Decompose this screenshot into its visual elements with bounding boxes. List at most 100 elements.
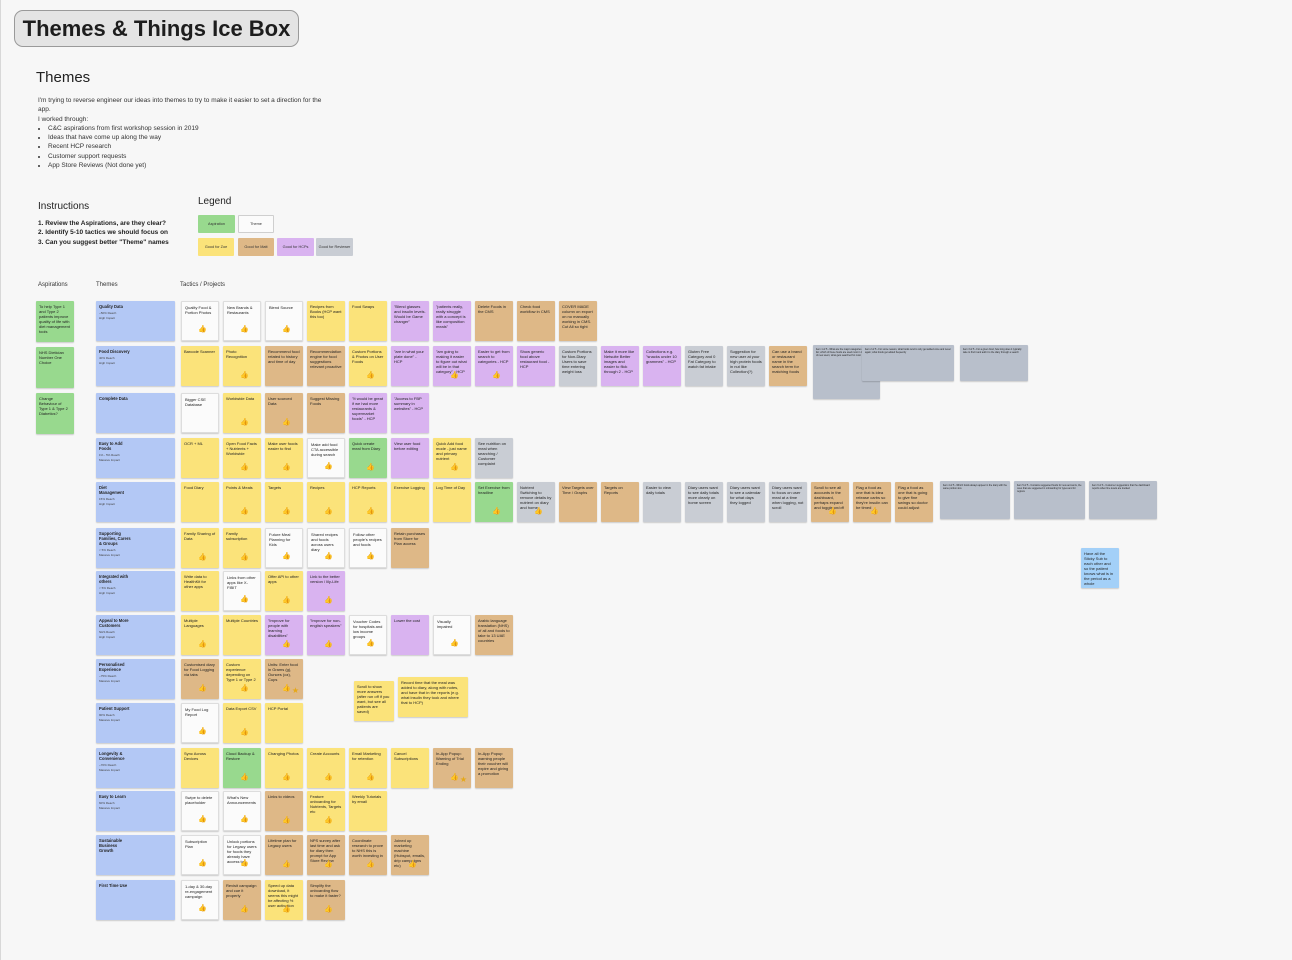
tactic-sticky[interactable]: Targets 👍	[265, 482, 303, 522]
theme-sticky[interactable]: Easy to Learn 60% Reach Massive Impact	[96, 791, 175, 831]
tactic-sticky[interactable]: Targets on Reports	[601, 482, 639, 522]
tactic-sticky[interactable]: Data Export CSV 👍	[223, 703, 261, 743]
aspiration-sticky[interactable]: Change Behaviour of Type 1 & Type 2 Diab…	[36, 393, 74, 434]
tactic-sticky[interactable]: "Access to FBP summary in websites" - HC…	[391, 393, 429, 433]
tactic-sticky[interactable]: Family subscription 👍	[223, 528, 261, 568]
theme-sticky[interactable]: First Time Use	[96, 880, 175, 920]
tactic-sticky[interactable]: What's New Announcements 👍	[223, 791, 261, 831]
tactic-sticky[interactable]: Make add food CTA accessible during sear…	[307, 438, 345, 478]
long-note-sticky[interactable]: Item 5 of 5 - Contains suggested foods f…	[1014, 481, 1085, 519]
theme-sticky[interactable]: Integrated with others < 5% Reach High Im…	[96, 571, 175, 611]
tactic-sticky[interactable]: Photo Recognition 👍	[223, 346, 261, 386]
theme-sticky[interactable]: Quality Data ~50% Reach High Impact	[96, 301, 175, 341]
tactic-sticky[interactable]: Customised diary for Food Logging via ta…	[181, 659, 219, 699]
aspiration-sticky[interactable]: NHS Dietician Number One Choice	[36, 347, 74, 388]
tactic-sticky[interactable]: "are in what your plate done" - HCP	[391, 346, 429, 386]
tactic-sticky[interactable]: Worldwide Data 👍	[223, 393, 261, 433]
tactic-sticky[interactable]: Feature onboarding for Nutrients, Target…	[307, 791, 345, 831]
tactic-sticky[interactable]: Points & Meals 👍	[223, 482, 261, 522]
tactic-sticky[interactable]: Show generic food above restaurant food …	[517, 346, 555, 386]
tactic-sticky[interactable]: Link to the better version / lily-Life 👍	[307, 571, 345, 611]
tactic-sticky[interactable]: My Food Log Report 👍	[181, 703, 219, 743]
tactic-sticky[interactable]: Recipes 👍	[307, 482, 345, 522]
tactic-sticky[interactable]: See nutrition on meal when searching / C…	[475, 438, 513, 478]
tactic-sticky[interactable]: Lower the cost	[391, 615, 429, 655]
tactic-sticky[interactable]: Flag a food as one that is idea release …	[853, 482, 891, 522]
tactic-sticky[interactable]: "Improve for non-english speakers" 👍	[307, 615, 345, 655]
tactic-sticky[interactable]: Retain purchases from Store for Plan acc…	[391, 528, 429, 568]
tactic-sticky[interactable]: Bigger CSE Database	[181, 393, 219, 433]
tactic-sticky[interactable]: Links to videos 👍	[265, 791, 303, 831]
tactic-sticky[interactable]: Units: Enter food in Grams (g), Ounces (…	[265, 659, 303, 699]
tactic-sticky[interactable]: Diary users want to focus on user meal a…	[769, 482, 807, 522]
tactic-sticky[interactable]: Gluten Free Category and 0 Fat Category …	[685, 346, 723, 386]
tactic-sticky[interactable]: "patients really, really struggle with a…	[433, 301, 471, 341]
tactic-sticky[interactable]: Shared recipes and foods across users di…	[307, 528, 345, 568]
theme-sticky[interactable]: Complete Data	[96, 393, 175, 433]
tactic-sticky[interactable]: Cloud Backup & Restore 👍	[223, 748, 261, 788]
tactic-sticky[interactable]: Blend Source 👍	[265, 301, 303, 341]
tactic-sticky[interactable]: Custom Portions for Non-Diary Users to s…	[559, 346, 597, 386]
tactic-sticky[interactable]: In-App Popup warning people their vouche…	[475, 748, 513, 788]
tactic-sticky[interactable]: Food Diary	[181, 482, 219, 522]
tactic-sticky[interactable]: Joined up marketing machine (Hubspot, em…	[391, 835, 429, 875]
tactic-sticky[interactable]: Diary users want to see daily totals mor…	[685, 482, 723, 522]
long-note-sticky[interactable]: Item 6 of 6 - Customer suggestions that …	[1089, 481, 1157, 519]
long-note-sticky[interactable]: Item 4 of 5 - Which foods always appear …	[940, 481, 1010, 519]
tactic-sticky[interactable]: Visually impaired 👍	[433, 615, 471, 655]
blue-note-sticky[interactable]: Have all the Sticky Sub to each other an…	[1081, 548, 1119, 588]
tactic-sticky[interactable]: 1-day & 30-day re-engagement campaign 👍	[181, 880, 219, 920]
tactic-sticky[interactable]: Quick Add food mode - just name and prim…	[433, 438, 471, 478]
tactic-sticky[interactable]: View user food before editing	[391, 438, 429, 478]
tactic-sticky[interactable]: Create Accounts 👍	[307, 748, 345, 788]
tactic-sticky[interactable]: Links from other apps like X-FIBIT 👍	[223, 571, 261, 611]
tactic-sticky[interactable]: Simplify the onboarding flow to make it …	[307, 880, 345, 920]
tactic-sticky[interactable]: Future Meal Planning for Kids 👍	[265, 528, 303, 568]
note-sticky[interactable]: Scroll to show more answers (after run o…	[354, 681, 394, 721]
tactic-sticky[interactable]: Make it more like Netsuite Better images…	[601, 346, 639, 386]
theme-sticky[interactable]: Supporting Families, Carers & Groups < 5%…	[96, 528, 175, 568]
tactic-sticky[interactable]: Diary users want to see a calendar for w…	[727, 482, 765, 522]
tactic-sticky[interactable]: Scroll to see all accounts in the dashbo…	[811, 482, 849, 522]
tactic-sticky[interactable]: Swipe to delete placeholder 👍	[181, 791, 219, 831]
tactic-sticky[interactable]: Collections e.g. "snacks under 10 gramme…	[643, 346, 681, 386]
tactic-sticky[interactable]: Sync Across Devices	[181, 748, 219, 788]
tactic-sticky[interactable]: Unlock portions for Legacy users for foo…	[223, 835, 261, 875]
tactic-sticky[interactable]: Multiple Languages 👍	[181, 615, 219, 655]
tactic-sticky[interactable]: Check food workflow in CMS	[517, 301, 555, 341]
tactic-sticky[interactable]: Log Time of Day	[433, 482, 471, 522]
theme-sticky[interactable]: Patient Support 90% Reach Massive Impact	[96, 703, 175, 743]
tactic-sticky[interactable]: Food Swaps	[349, 301, 387, 341]
tactic-sticky[interactable]: HCP Portal	[265, 703, 303, 743]
tactic-sticky[interactable]: Recommend food related to history and ti…	[265, 346, 303, 386]
tactic-sticky[interactable]: Write data to HealthKit for other apps	[181, 571, 219, 611]
tactic-sticky[interactable]: "am going to making it easier to figure …	[433, 346, 471, 386]
tactic-sticky[interactable]: Quick create meal from Diary 👍	[349, 438, 387, 478]
tactic-sticky[interactable]: Flag a food as one that is going to give…	[895, 482, 933, 522]
tactic-sticky[interactable]: "Blend glasses and insulin levels. Would…	[391, 301, 429, 341]
tactic-sticky[interactable]: Suggest Missing Foods	[307, 393, 345, 433]
tactic-sticky[interactable]: Coordinate research to prove to NHS this…	[349, 835, 387, 875]
tactic-sticky[interactable]: Open Food Facts + Nutrients + Worldwide 👍	[223, 438, 261, 478]
long-note-sticky[interactable]: Item 2 of 5 - For some reason, what food…	[862, 345, 954, 381]
tactic-sticky[interactable]: Custom experience depending on Type 1 or…	[223, 659, 261, 699]
tactic-sticky[interactable]: New Brands & Restaurants 👍	[223, 301, 261, 341]
note-sticky[interactable]: Record time that the meal was added to d…	[398, 677, 468, 717]
tactic-sticky[interactable]: Custom Portions & Photos on User Foods 👍	[349, 346, 387, 386]
tactic-sticky[interactable]: Voucher Codes for hospitals and low inco…	[349, 615, 387, 655]
tactic-sticky[interactable]: Offer API to other apps 👍	[265, 571, 303, 611]
tactic-sticky[interactable]: Follow other people's recipes and foods 👍	[349, 528, 387, 568]
theme-sticky[interactable]: Longevity & Convenience ~70% Reach Massiv…	[96, 748, 175, 788]
tactic-sticky[interactable]: Revisit campaign and cue it properly 👍	[223, 880, 261, 920]
tactic-sticky[interactable]: View Targets over Time / Graphs	[559, 482, 597, 522]
tactic-sticky[interactable]: Make user foods easier to find 👍	[265, 438, 303, 478]
tactic-sticky[interactable]: COVER MADE column on export on no manual…	[559, 301, 597, 341]
tactic-sticky[interactable]: Nutrient Switching to remove details by …	[517, 482, 555, 522]
tactic-sticky[interactable]: Changing Photos 👍	[265, 748, 303, 788]
tactic-sticky[interactable]: Recipes from Books (HCP want this too)	[307, 301, 345, 341]
aspiration-sticky[interactable]: To help Type 1 and Type 2 patients impro…	[36, 301, 74, 342]
tactic-sticky[interactable]: Exercise Logging	[391, 482, 429, 522]
tactic-sticky[interactable]: "It would be great if we had more restau…	[349, 393, 387, 433]
tactic-sticky[interactable]: Lifetime plan for Legacy users 👍	[265, 835, 303, 875]
tactic-sticky[interactable]: Email Marketing for retention 👍	[349, 748, 387, 788]
